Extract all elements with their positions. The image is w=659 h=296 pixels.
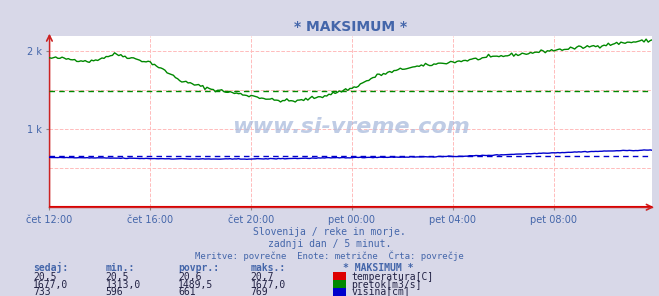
Text: 1489,5: 1489,5 — [178, 280, 213, 290]
Text: 20,5: 20,5 — [33, 272, 57, 282]
Text: sedaj:: sedaj: — [33, 262, 68, 273]
Text: povpr.:: povpr.: — [178, 263, 219, 273]
Text: maks.:: maks.: — [250, 263, 285, 273]
Text: 20,7: 20,7 — [250, 272, 274, 282]
Text: 1677,0: 1677,0 — [250, 280, 285, 290]
Text: 1677,0: 1677,0 — [33, 280, 68, 290]
Text: www.si-vreme.com: www.si-vreme.com — [232, 117, 470, 136]
Text: 733: 733 — [33, 287, 51, 296]
Title: * MAKSIMUM *: * MAKSIMUM * — [295, 20, 407, 34]
Text: Meritve: povrečne  Enote: metrične  Črta: povrečje: Meritve: povrečne Enote: metrične Črta: … — [195, 250, 464, 261]
Text: 661: 661 — [178, 287, 196, 296]
Text: Slovenija / reke in morje.: Slovenija / reke in morje. — [253, 227, 406, 237]
Text: pretok[m3/s]: pretok[m3/s] — [351, 280, 422, 290]
Text: * MAKSIMUM *: * MAKSIMUM * — [343, 263, 413, 273]
Text: višina[cm]: višina[cm] — [351, 287, 410, 296]
Text: temperatura[C]: temperatura[C] — [351, 272, 434, 282]
Text: min.:: min.: — [105, 263, 135, 273]
Text: 20,6: 20,6 — [178, 272, 202, 282]
Text: zadnji dan / 5 minut.: zadnji dan / 5 minut. — [268, 239, 391, 249]
Text: 596: 596 — [105, 287, 123, 296]
Text: 20,5: 20,5 — [105, 272, 129, 282]
Text: 769: 769 — [250, 287, 268, 296]
Text: 1313,0: 1313,0 — [105, 280, 140, 290]
